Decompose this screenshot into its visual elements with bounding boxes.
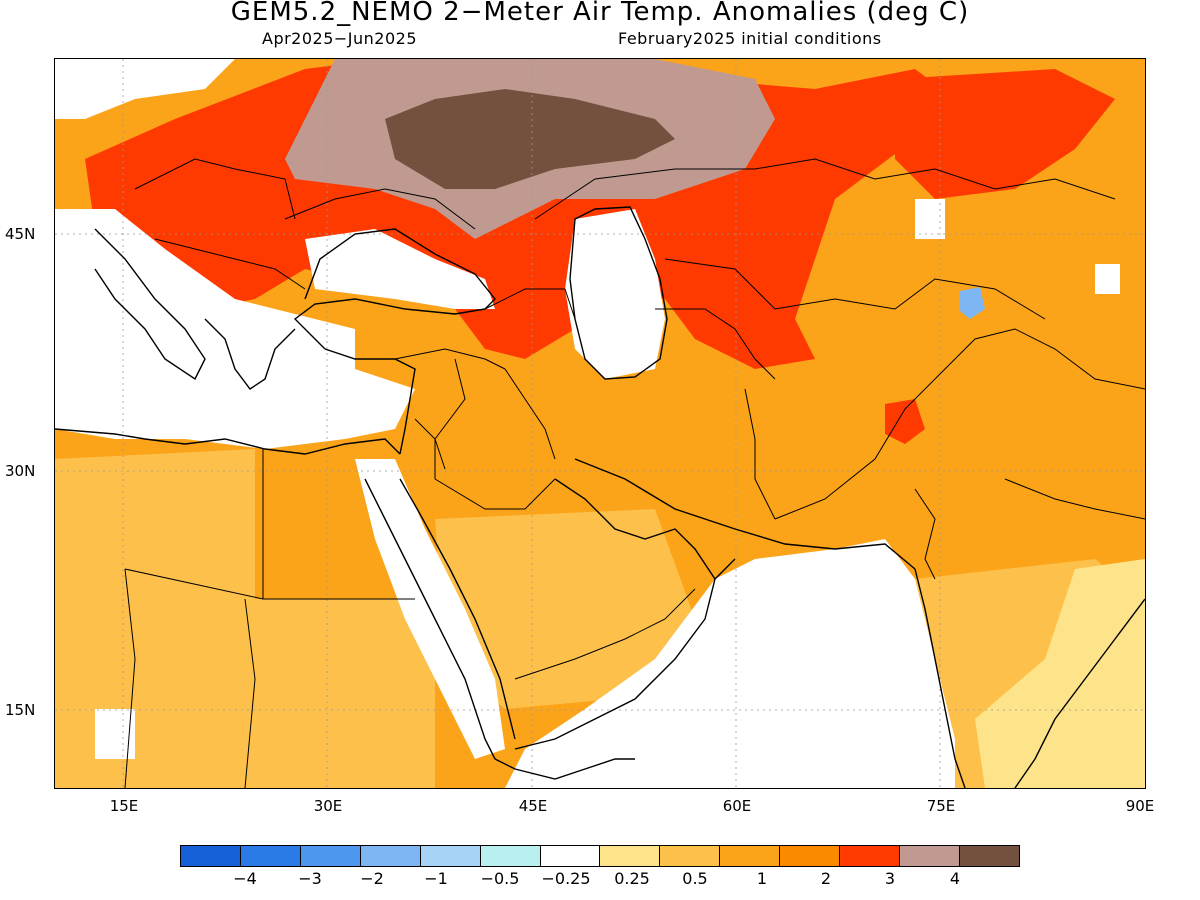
border-saudi-yemen	[514, 638, 626, 680]
colorbar-swatch-plus3	[840, 846, 901, 866]
neutral-region-small-lake	[915, 199, 945, 239]
colorbar-swatch-minus2	[300, 846, 361, 866]
border-iran-afghanistan	[744, 388, 776, 520]
anomaly-map	[55, 59, 1145, 788]
map-panel	[54, 58, 1146, 789]
coastline-iran-south	[574, 458, 916, 570]
colorbar-label: 0.5	[682, 869, 708, 888]
border-kazakh	[664, 258, 1046, 320]
colorbar	[180, 845, 1020, 867]
colorbar-label: −2	[360, 869, 384, 888]
colorbar-swatch-plus2	[780, 846, 841, 866]
anomaly-region-india-weak	[975, 559, 1145, 788]
forecast-period: Apr2025−Jun2025	[262, 29, 418, 48]
border-caucasus	[484, 288, 576, 320]
lat-label-45n: 45N	[5, 225, 36, 243]
colorbar-swatch-plus1	[720, 846, 781, 866]
border-chad-sudan	[244, 598, 256, 788]
coastline-horn-africa	[494, 758, 635, 780]
colorbar-swatch-minus1	[360, 846, 421, 866]
colorbar-swatch-plus4	[900, 846, 960, 866]
neutral-region-caspian	[565, 209, 665, 379]
border-syria-iraq	[434, 358, 466, 479]
coastline-italy	[94, 228, 206, 381]
colorbar-swatch-neutral	[540, 846, 601, 866]
anomaly-region-siberia-strong	[895, 69, 1115, 199]
coastlines	[55, 206, 1145, 788]
border-ukraine	[284, 188, 476, 230]
neutral-region-north-edge	[55, 59, 235, 119]
coastline-red-sea-east	[399, 478, 516, 740]
coastline-arabia-south	[514, 578, 716, 750]
border-iraq-saudi	[434, 478, 556, 510]
colorbar-swatch-minus3	[240, 846, 301, 866]
anomaly-region-sudan-mild	[245, 599, 435, 788]
neutral-region-arabian-sea	[505, 539, 955, 788]
lon-label-90e: 90E	[1125, 797, 1155, 815]
country-borders	[124, 158, 1145, 788]
anomaly-region-arabia-mild	[435, 509, 695, 709]
colorbar-swatch-minus4	[181, 846, 241, 866]
border-poland	[134, 158, 296, 220]
colorbar-label: −0.25	[541, 869, 591, 888]
colorbar-label: 3	[884, 869, 896, 888]
border-balkans	[154, 238, 306, 290]
border-russia-kazakh	[534, 158, 1116, 220]
colorbar-label: −1	[424, 869, 448, 888]
colorbar-label: −4	[233, 869, 257, 888]
coastline-india-east	[1014, 598, 1145, 788]
anomaly-region-pakistan-strong	[885, 399, 925, 444]
colorbar-swatch-plus025	[600, 846, 661, 866]
anomaly-region-russia-extreme	[385, 89, 675, 189]
coastline-greece	[204, 318, 296, 390]
colorbar-label: −3	[298, 869, 322, 888]
colorbar-swatch-minus025	[480, 846, 541, 866]
lat-label-15n: 15N	[5, 701, 36, 719]
coastline-india-west	[914, 568, 966, 788]
coastline-red-sea-west	[364, 478, 496, 760]
coastline-turkey	[293, 298, 486, 350]
border-niger-chad	[124, 568, 136, 788]
lon-label-75e: 75E	[926, 797, 956, 815]
colorbar-label: 1	[756, 869, 768, 888]
border-saudi-oman	[624, 588, 696, 640]
border-libya-chad	[124, 568, 264, 600]
coastline-persian-gulf	[554, 478, 736, 581]
border-china	[934, 328, 1145, 390]
colorbar-swatch-plus05	[660, 846, 721, 866]
border-pakistan-india	[914, 488, 936, 580]
lon-label-45e: 45E	[518, 797, 548, 815]
neutral-region-somalia-coast	[95, 709, 135, 759]
border-uzbek-turkmen	[655, 308, 776, 380]
colorbar-label: 4	[949, 869, 961, 888]
lat-label-30n: 30N	[5, 462, 36, 480]
neutral-region-mediterranean	[55, 209, 415, 449]
lon-label-60e: 60E	[722, 797, 752, 815]
coastline-black-sea	[304, 228, 496, 310]
colorbar-swatch-minus05	[420, 846, 481, 866]
neutral-region-black-sea	[305, 229, 495, 309]
border-jordan	[414, 418, 446, 470]
border-afghan-pakistan	[774, 378, 936, 520]
neutral-region-eastern-box	[1095, 264, 1120, 294]
colorbar-label: 0.25	[614, 869, 650, 888]
initial-conditions: February2025 initial conditions	[618, 29, 882, 48]
coastline-north-africa	[55, 428, 401, 455]
colorbar-label: 2	[820, 869, 832, 888]
lon-label-30e: 30E	[313, 797, 343, 815]
figure-title: GEM5.2_NEMO 2−Meter Air Temp. Anomalies …	[230, 0, 970, 27]
border-turkey-syria	[394, 348, 506, 370]
coastline-levant	[324, 348, 416, 455]
border-nepal	[1004, 478, 1145, 520]
graticule	[55, 59, 1145, 788]
lon-label-15e: 15E	[109, 797, 139, 815]
anomaly-region-cool-spot	[960, 287, 985, 319]
colorbar-label: −0.5	[480, 869, 520, 888]
colorbar-swatch-plus5	[959, 846, 1019, 866]
anomaly-region-africa-mild	[55, 449, 255, 788]
border-iran-iraq	[504, 368, 556, 460]
